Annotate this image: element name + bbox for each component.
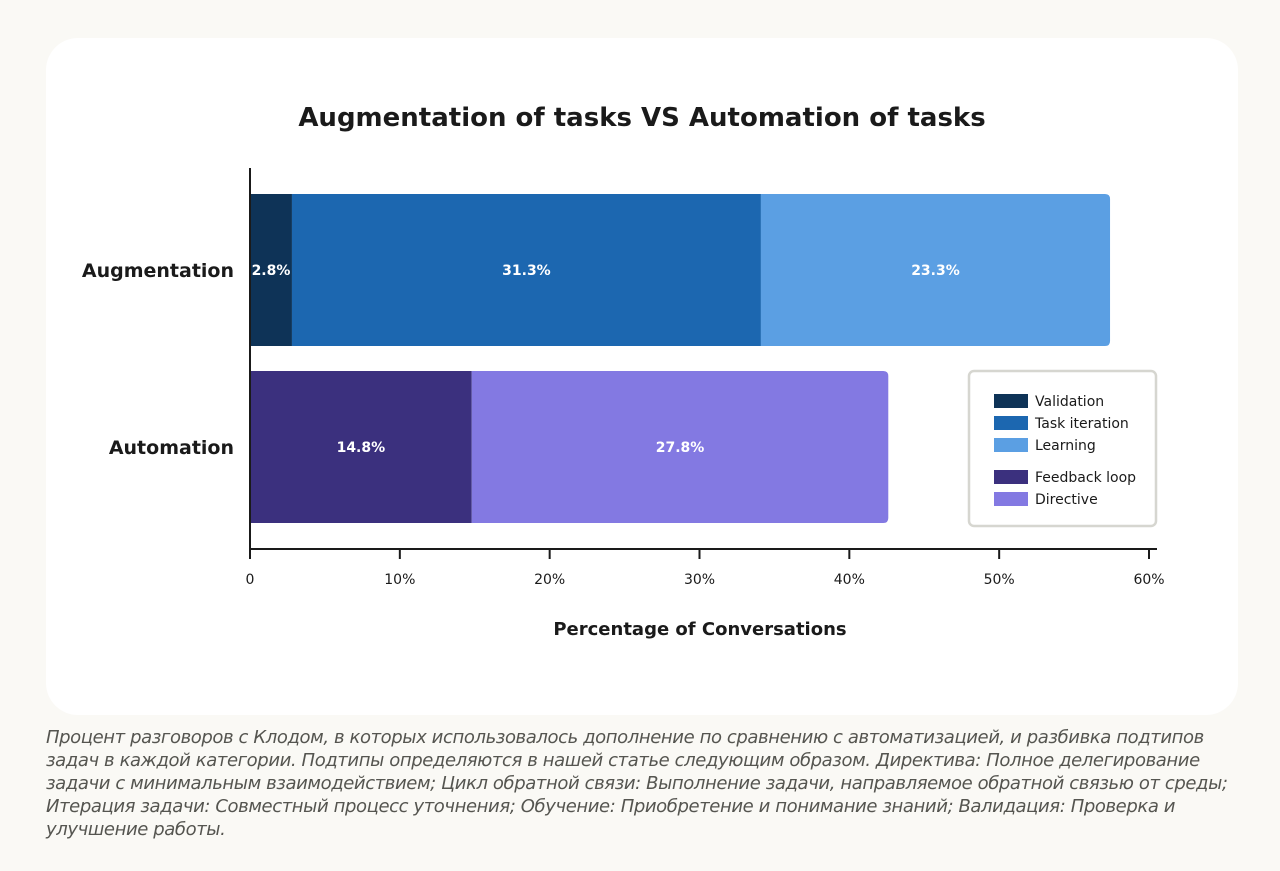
bar-augmentation-learning bbox=[760, 194, 1111, 346]
category-labels: Augmentation Automation bbox=[82, 260, 234, 459]
x-ticks: 0 10% 20% 30% 40% 50% 60% bbox=[246, 549, 1165, 588]
chart-card: Augmentation of tasks VS Automation of t… bbox=[46, 38, 1238, 715]
bar-augmentation-task-iteration bbox=[291, 194, 761, 346]
legend-label-directive: Directive bbox=[1035, 492, 1098, 508]
legend-swatch-directive bbox=[994, 492, 1028, 506]
category-label-augmentation: Augmentation bbox=[82, 260, 234, 282]
bars-group: 2.8% 31.3% 23.3% 14.8% 27.8% bbox=[250, 194, 1111, 523]
data-label-augmentation-task-iteration: 31.3% bbox=[502, 263, 551, 279]
legend-swatch-feedback-loop bbox=[994, 470, 1028, 484]
legend-swatch-learning bbox=[994, 438, 1028, 452]
legend-swatch-validation bbox=[994, 394, 1028, 408]
x-tick-label: 50% bbox=[984, 572, 1015, 588]
data-label-automation-feedback-loop: 14.8% bbox=[337, 440, 386, 456]
legend: Validation Task iteration Learning Feedback… bbox=[967, 369, 1158, 528]
stacked-bar-chart: Augmentation of tasks VS Automation of t… bbox=[82, 103, 1165, 640]
bar-augmentation-validation bbox=[250, 194, 292, 346]
x-axis-title: Percentage of Conversations bbox=[553, 619, 846, 640]
bar-automation-feedback-loop bbox=[250, 371, 472, 523]
legend-label-validation: Validation bbox=[1035, 394, 1104, 410]
legend-label-learning: Learning bbox=[1035, 438, 1096, 454]
x-tick-label: 0 bbox=[246, 572, 255, 588]
x-tick-label: 60% bbox=[1133, 572, 1164, 588]
legend-box bbox=[967, 369, 1158, 528]
x-tick-label: 40% bbox=[834, 572, 865, 588]
data-label-augmentation-validation: 2.8% bbox=[252, 263, 291, 279]
bar-automation-directive bbox=[471, 371, 889, 523]
x-tick-label: 30% bbox=[684, 572, 715, 588]
x-tick-label: 20% bbox=[534, 572, 565, 588]
legend-swatch-task-iteration bbox=[994, 416, 1028, 430]
axes bbox=[249, 168, 1157, 550]
x-tick-label: 10% bbox=[384, 572, 415, 588]
chart-title: Augmentation of tasks VS Automation of t… bbox=[298, 103, 985, 133]
figure-caption: Процент разговоров с Клодом, в которых и… bbox=[46, 727, 1228, 840]
data-label-automation-directive: 27.8% bbox=[656, 440, 705, 456]
legend-label-task-iteration: Task iteration bbox=[1034, 416, 1129, 432]
data-label-augmentation-learning: 23.3% bbox=[911, 263, 960, 279]
category-label-automation: Automation bbox=[109, 437, 234, 459]
legend-label-feedback-loop: Feedback loop bbox=[1035, 470, 1136, 486]
